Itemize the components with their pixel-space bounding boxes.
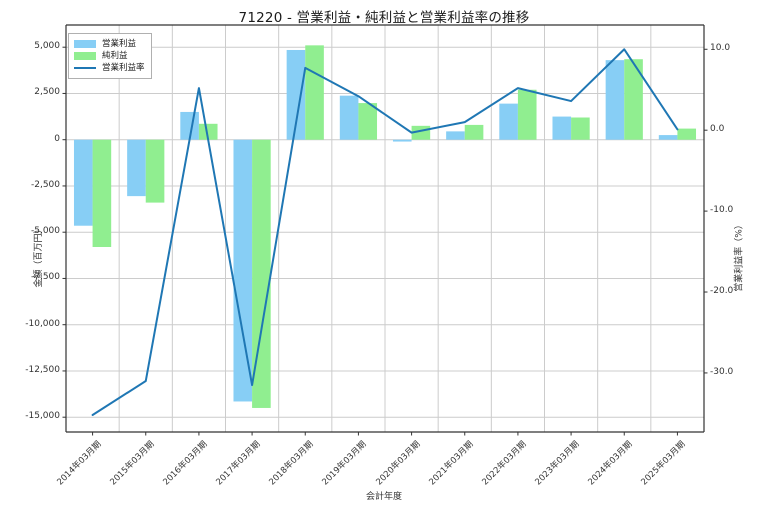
x-axis-label: 会計年度 [365,492,402,502]
y-axis-left-tick: 2,500 [34,87,60,98]
legend-item-1[interactable]: 営業利益 [74,38,145,50]
y-axis-left-tick: 0 [54,133,60,144]
bar-net-profit [677,128,697,140]
bar-net-profit [358,103,378,140]
legend-item-label: 純利益 [102,51,128,61]
bar-operating-profit [127,139,146,197]
bar-net-profit [464,124,484,140]
bar-operating-profit [339,95,359,140]
legend-item-3[interactable]: 営業利益率 [74,62,145,74]
y-axis-left-tick: 5,000 [34,41,60,52]
line-operating-margin [91,48,679,417]
bar-operating-profit [605,60,625,140]
y-axis-left-tick: -10,000 [25,318,60,329]
bar-operating-profit [446,131,465,140]
y-axis-right-tick: -30.0 [710,366,734,377]
y-axis-left-tick: -12,500 [25,364,60,375]
bar-net-profit [624,59,643,140]
chart-legend: 営業利益純利益営業利益率 [68,33,152,79]
bar-operating-profit [73,139,93,226]
y-axis-left-tick: -2,500 [30,179,60,190]
y-axis-left-tick: -5,000 [30,226,60,237]
bar-net-profit [92,139,112,247]
bar-net-profit [252,139,271,408]
y-axis-right-tick: 0.0 [710,124,725,135]
legend-line-icon [74,67,96,69]
bar-net-profit [517,89,537,140]
y-axis-right-tick: -10.0 [710,205,734,216]
legend-swatch-icon [74,40,96,48]
y-axis-left-tick: -15,000 [25,411,60,422]
bar-net-profit [571,117,590,140]
chart-title: 71220 - 営業利益・純利益と営業利益率の推移 [238,10,530,26]
bar-net-profit [305,45,324,140]
bar-operating-profit [286,49,306,140]
bar-operating-profit [552,116,572,140]
y-axis-right-tick: 10.0 [710,43,731,54]
bar-operating-profit [658,135,678,140]
legend-item-label: 営業利益率 [102,63,145,73]
y-axis-right-tick: -20.0 [710,286,734,297]
bar-net-profit [198,123,218,140]
y-axis-left-tick: -7,500 [30,272,60,283]
legend-item-label: 営業利益 [102,39,137,49]
bar-net-profit [145,139,165,203]
bar-operating-profit [392,139,412,142]
legend-item-2[interactable]: 純利益 [74,50,145,62]
bar-operating-profit [499,103,518,140]
bar-operating-profit [233,139,253,402]
legend-swatch-icon [74,52,96,60]
